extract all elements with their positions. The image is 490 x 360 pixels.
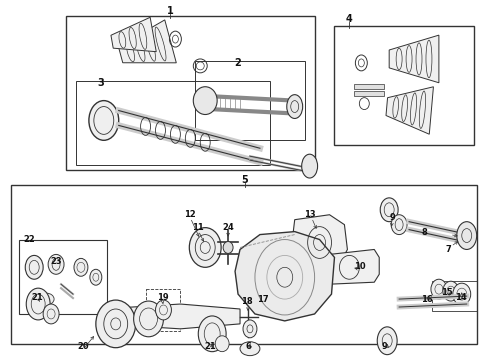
Ellipse shape (223, 242, 233, 253)
Text: 21: 21 (31, 293, 43, 302)
Ellipse shape (215, 336, 229, 352)
Ellipse shape (287, 95, 303, 118)
Bar (146, 289, 180, 331)
Bar (76, 81, 270, 165)
Bar (66, 16, 315, 170)
Text: 9: 9 (389, 213, 395, 222)
Ellipse shape (134, 301, 164, 337)
Ellipse shape (38, 293, 54, 305)
Text: 9: 9 (381, 342, 387, 351)
Bar (354, 84, 384, 89)
Text: 8: 8 (421, 228, 427, 237)
Text: 4: 4 (346, 14, 353, 24)
Ellipse shape (391, 215, 407, 235)
Bar (196, 61, 305, 140)
Text: 1: 1 (167, 6, 174, 16)
Polygon shape (101, 304, 240, 329)
Ellipse shape (443, 281, 459, 301)
Ellipse shape (193, 87, 217, 114)
Text: 6: 6 (245, 342, 251, 351)
Text: 5: 5 (242, 175, 248, 185)
Bar (354, 91, 384, 96)
Text: 18: 18 (241, 297, 253, 306)
Ellipse shape (155, 300, 172, 320)
Ellipse shape (377, 327, 397, 355)
Ellipse shape (453, 283, 471, 305)
Polygon shape (327, 249, 379, 284)
Text: 23: 23 (50, 257, 62, 266)
Ellipse shape (25, 255, 43, 279)
Text: 13: 13 (304, 210, 316, 219)
Ellipse shape (96, 300, 136, 348)
Ellipse shape (431, 279, 447, 299)
Text: 17: 17 (257, 294, 269, 303)
Ellipse shape (89, 100, 119, 140)
Text: 12: 12 (184, 210, 196, 219)
Bar (19, 239, 107, 314)
Text: 11: 11 (193, 223, 204, 232)
Ellipse shape (48, 255, 64, 274)
Ellipse shape (240, 342, 260, 356)
Text: 7: 7 (446, 245, 452, 254)
Text: 20: 20 (77, 342, 89, 351)
Ellipse shape (90, 269, 102, 285)
Ellipse shape (198, 316, 226, 352)
Ellipse shape (243, 320, 257, 338)
Bar (432, 281, 477, 311)
Ellipse shape (380, 198, 398, 222)
Ellipse shape (43, 304, 59, 324)
Polygon shape (119, 20, 176, 63)
Polygon shape (386, 87, 434, 134)
Text: 14: 14 (455, 293, 466, 302)
Polygon shape (389, 35, 439, 83)
Text: 2: 2 (235, 58, 242, 68)
Polygon shape (235, 231, 335, 321)
Text: 15: 15 (441, 288, 453, 297)
Text: 10: 10 (354, 262, 365, 271)
Text: 24: 24 (222, 223, 234, 232)
Text: 16: 16 (421, 294, 433, 303)
Ellipse shape (302, 154, 318, 178)
Polygon shape (292, 215, 347, 269)
Text: 19: 19 (157, 293, 168, 302)
Text: 22: 22 (24, 235, 35, 244)
Ellipse shape (74, 258, 88, 276)
Bar (335, 26, 474, 145)
Bar (11, 185, 477, 344)
Ellipse shape (26, 288, 50, 320)
Ellipse shape (189, 228, 221, 267)
Text: 21: 21 (204, 342, 216, 351)
Ellipse shape (457, 222, 477, 249)
Text: 3: 3 (98, 78, 104, 88)
Polygon shape (111, 17, 156, 52)
